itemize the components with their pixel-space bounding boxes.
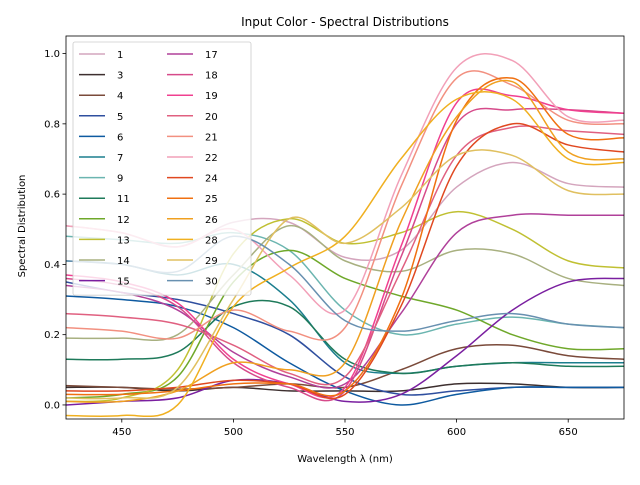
legend-label-25: 25 [205, 194, 218, 205]
x-tick-label: 650 [559, 427, 578, 438]
legend-label-29: 29 [205, 256, 218, 267]
y-tick-label: 0.6 [44, 190, 60, 201]
legend-label-26: 26 [205, 215, 218, 226]
legend-label-12: 12 [117, 215, 130, 226]
legend-label-17: 17 [205, 50, 218, 61]
legend-label-5: 5 [117, 112, 123, 123]
series-line-15 [66, 277, 624, 406]
legend-label-28: 28 [205, 235, 218, 246]
x-tick-label: 550 [335, 427, 354, 438]
series-line-28 [66, 91, 624, 418]
legend-label-1: 1 [117, 50, 123, 61]
legend-label-13: 13 [117, 235, 130, 246]
legend-label-18: 18 [205, 71, 218, 82]
legend-label-24: 24 [205, 174, 218, 185]
axes: 450 500 550 600 650 0.0 0.2 0.4 0.6 0.8 1.0 [44, 35, 625, 438]
legend-label-22: 22 [205, 153, 218, 164]
chart-title: Input Color - Spectral Distributions [241, 15, 449, 29]
legend-label-11: 11 [117, 194, 130, 205]
legend-label-9: 9 [117, 174, 123, 185]
legend-label-4: 4 [117, 91, 123, 102]
series-line-20 [66, 125, 624, 386]
x-axis-label: Wavelength λ (nm) [297, 454, 393, 465]
legend: 1345679111213141517181920212224252628293… [72, 41, 252, 296]
legend-label-20: 20 [205, 112, 218, 123]
x-tick-label: 450 [112, 427, 131, 438]
series-line-18 [66, 107, 624, 402]
series-line-19 [66, 88, 624, 399]
legend-label-30: 30 [205, 277, 218, 288]
series-line-21 [66, 70, 624, 341]
series-line-4 [66, 343, 624, 390]
series-line-11 [66, 299, 624, 375]
y-tick-label: 0.0 [44, 400, 60, 411]
legend-label-21: 21 [205, 132, 218, 143]
legend-label-6: 6 [117, 132, 123, 143]
series-line-17 [66, 213, 624, 389]
y-tick-label: 0.4 [44, 260, 60, 271]
series-line-26 [66, 79, 624, 403]
y-tick-label: 0.8 [44, 119, 60, 130]
y-axis-label: Spectral Distribution [17, 175, 28, 278]
y-tick-label: 0.2 [44, 330, 60, 341]
legend-label-14: 14 [117, 256, 130, 267]
legend-box [72, 41, 252, 296]
y-tick-label: 1.0 [44, 49, 60, 60]
x-tick-label: 600 [447, 427, 466, 438]
x-tick-label: 500 [224, 427, 243, 438]
legend-label-19: 19 [205, 91, 218, 102]
series-line-29 [66, 149, 624, 400]
legend-label-3: 3 [117, 71, 123, 82]
series-line-24 [66, 122, 624, 400]
series-line-12 [66, 249, 624, 399]
legend-label-15: 15 [117, 277, 130, 288]
legend-label-7: 7 [117, 153, 123, 164]
